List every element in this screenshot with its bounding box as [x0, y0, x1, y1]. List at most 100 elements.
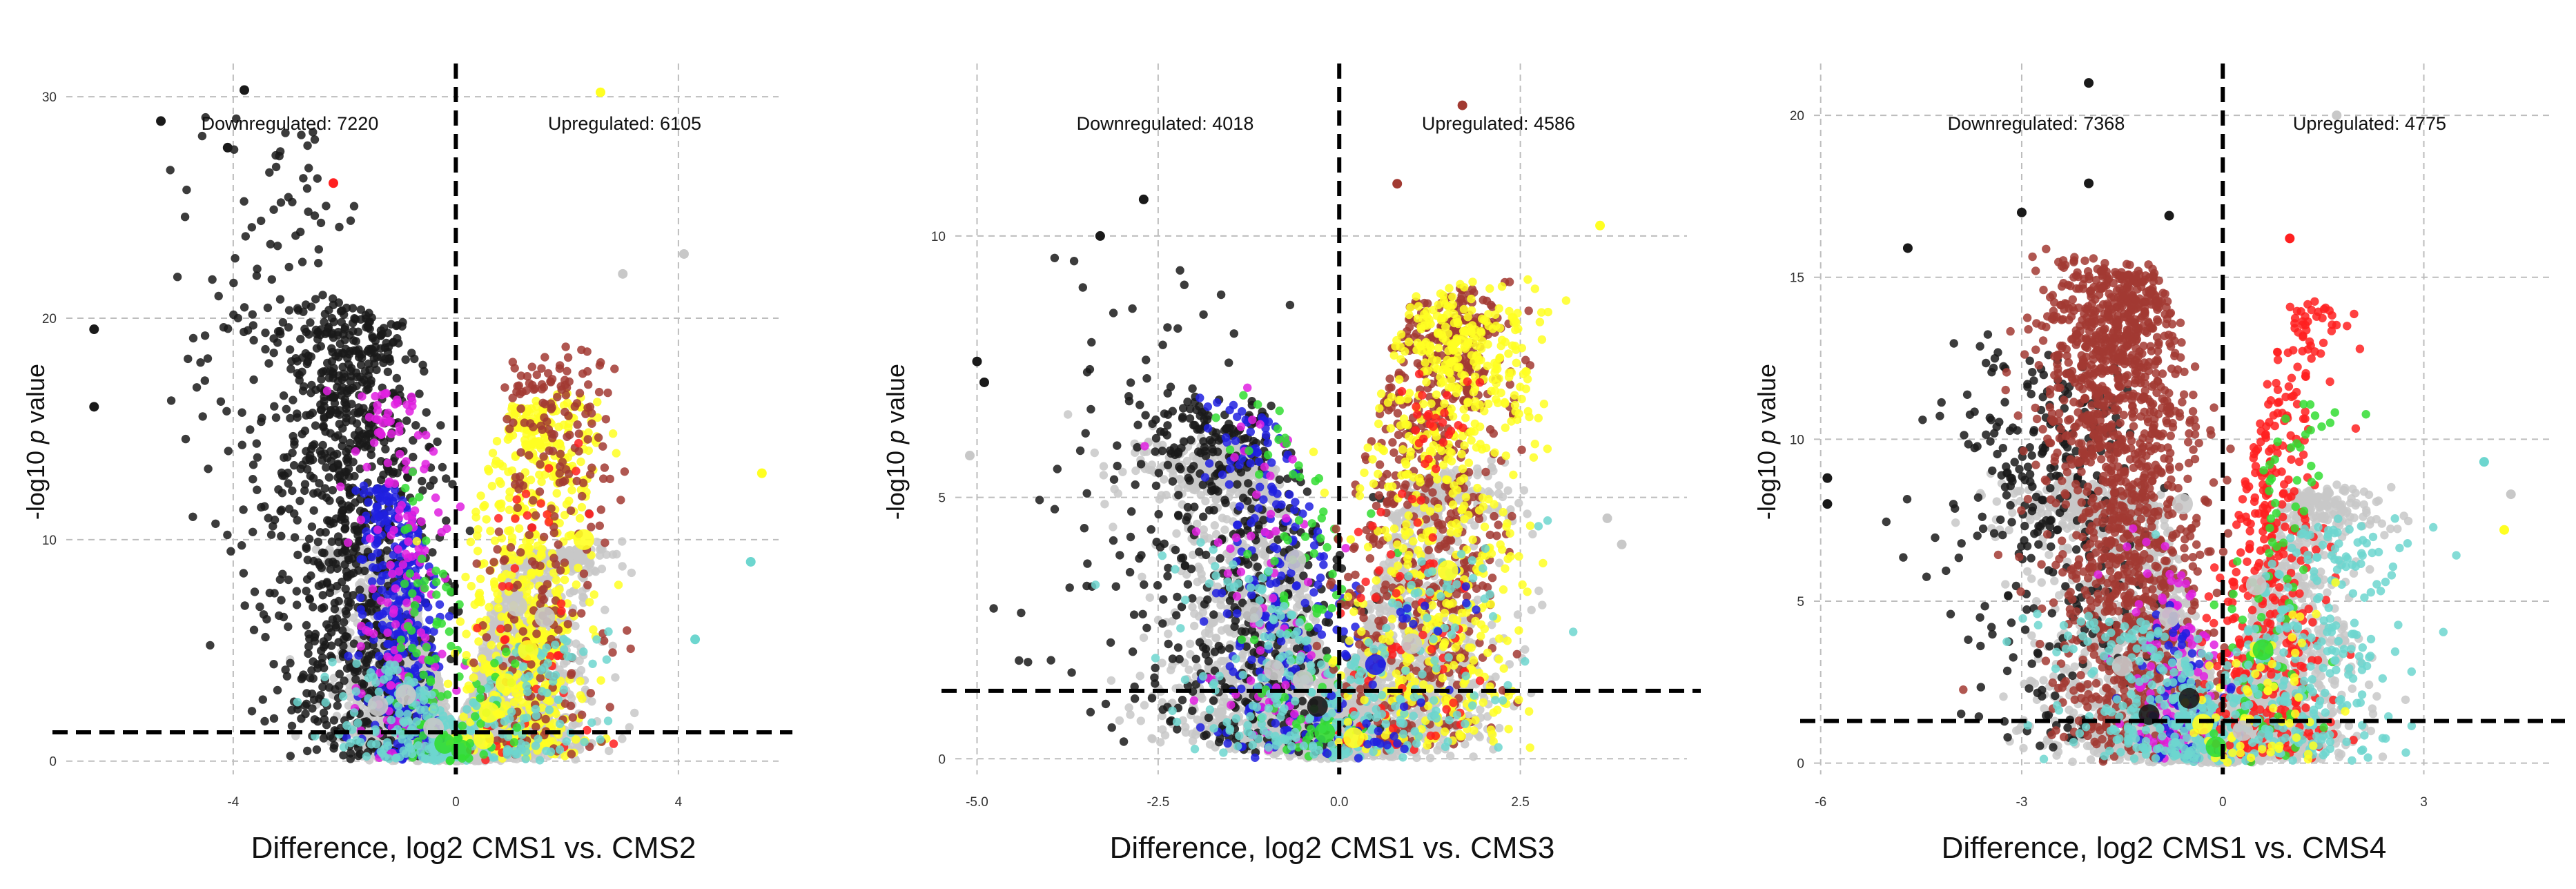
- data-point-black: [312, 745, 322, 754]
- data-point-black: [340, 398, 349, 407]
- data-point-black: [392, 373, 401, 383]
- data-point-black: [438, 462, 447, 472]
- data-point-black: [282, 404, 291, 413]
- data-point-black: [323, 453, 332, 463]
- data-point-black: [302, 689, 311, 698]
- data-point-black: [334, 353, 343, 362]
- data-point-green: [432, 590, 441, 599]
- data-point-black: [237, 408, 246, 417]
- data-point-black: [307, 666, 316, 675]
- data-point-cyan: [293, 698, 302, 707]
- data-point-blue: [356, 593, 365, 603]
- data-point-black: [368, 332, 377, 341]
- data-point-black: [257, 417, 266, 427]
- data-point-black: [248, 460, 258, 469]
- data-point-black: [381, 444, 390, 453]
- data-point-magenta: [368, 584, 378, 594]
- data-point-black: [422, 408, 431, 417]
- data-point-black: [281, 665, 290, 674]
- data-point-black: [279, 391, 289, 400]
- data-point-magenta: [362, 462, 371, 471]
- data-point-blue: [378, 609, 387, 618]
- data-point-black: [393, 334, 402, 343]
- data-point-black: [255, 602, 264, 612]
- data-point-black: [241, 232, 250, 241]
- data-point-black: [326, 407, 335, 416]
- data-point-yellow: [560, 575, 569, 585]
- data-point-black: [253, 485, 262, 494]
- data-point-black: [355, 585, 364, 594]
- data-point-black: [166, 396, 176, 405]
- data-point-black: [350, 431, 360, 440]
- data-point-black: [302, 327, 311, 337]
- data-point-black: [196, 358, 205, 367]
- data-point-black: [198, 412, 207, 421]
- data-point-black: [288, 197, 297, 206]
- data-point-black: [313, 327, 322, 337]
- data-point-black: [340, 618, 349, 627]
- data-point-magenta: [322, 387, 332, 395]
- data-point-black: [246, 425, 255, 434]
- data-point-black: [364, 359, 373, 369]
- data-point-black: [335, 222, 344, 232]
- data-point-green: [407, 626, 416, 635]
- data-point-magenta: [389, 605, 398, 614]
- data-point-black: [364, 651, 373, 661]
- data-point-cyan: [369, 672, 378, 681]
- data-point-magenta: [364, 413, 374, 422]
- data-point-blue: [374, 512, 383, 521]
- data-point-black: [249, 335, 258, 345]
- data-point-black: [270, 402, 279, 411]
- data-point-black: [290, 533, 300, 542]
- data-point-magenta: [358, 392, 367, 401]
- data-point-black: [327, 641, 336, 650]
- data-point-grey: [568, 721, 577, 730]
- data-point-black: [166, 166, 175, 175]
- data-point-black: [330, 605, 340, 614]
- data-point-black: [323, 632, 333, 642]
- data-point-black: [292, 600, 302, 609]
- data-point-black: [291, 231, 300, 240]
- data-point-black: [284, 306, 294, 315]
- data-point-black: [297, 257, 307, 266]
- data-point-blue: [351, 486, 360, 495]
- data-point-black: [206, 641, 215, 650]
- data-point-blue: [359, 481, 369, 490]
- data-point-blue: [358, 610, 367, 619]
- data-point-black: [360, 375, 369, 384]
- data-point-black: [181, 434, 191, 444]
- data-point-black: [342, 609, 351, 619]
- data-point-black: [331, 685, 340, 694]
- data-point-grey: [630, 708, 639, 718]
- data-point-green: [396, 643, 406, 652]
- data-point-black: [269, 660, 278, 669]
- data-point-black: [226, 547, 235, 556]
- data-point-magenta: [401, 549, 411, 558]
- data-point-black: [335, 420, 344, 429]
- data-point-black: [329, 744, 338, 753]
- data-point-black: [436, 421, 445, 430]
- data-point-black: [356, 315, 365, 324]
- data-point-grey: [578, 592, 587, 602]
- data-point-black: [425, 481, 435, 490]
- data-point-green: [438, 569, 448, 578]
- data-point-black: [261, 329, 270, 338]
- data-point-black: [304, 207, 313, 216]
- data-point-black: [269, 334, 278, 343]
- data-point-black: [261, 632, 270, 642]
- data-point-black: [324, 516, 334, 525]
- data-point-black: [333, 532, 343, 541]
- data-point-black: [252, 271, 262, 280]
- data-point-black: [335, 496, 344, 505]
- data-point-black: [307, 380, 316, 390]
- data-point-black: [243, 326, 253, 335]
- data-point-black: [284, 323, 293, 332]
- data-point-green: [417, 554, 427, 563]
- data-point-grey: [595, 551, 605, 560]
- data-point-black: [344, 597, 353, 606]
- data-point-black: [342, 409, 351, 418]
- data-point-black: [247, 223, 256, 232]
- data-point-magenta: [387, 429, 396, 438]
- data-point-black: [317, 646, 326, 656]
